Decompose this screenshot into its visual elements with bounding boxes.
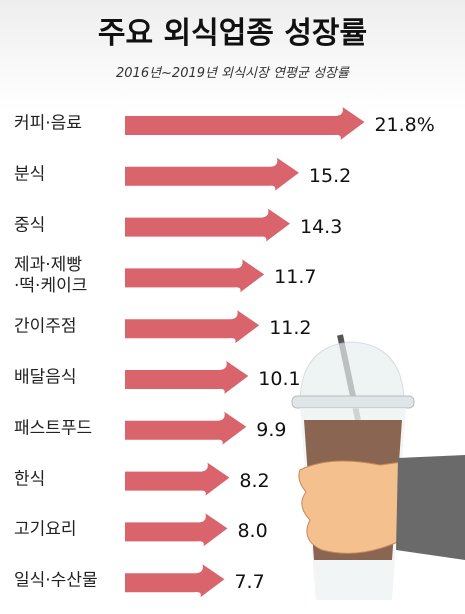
bar-arrow (125, 208, 290, 242)
bar-arrow (125, 361, 249, 394)
category-label: 한식 (14, 469, 46, 490)
category-label: 고기요리 (14, 519, 77, 540)
cup-rim (291, 395, 415, 409)
value-label: 7.7 (234, 571, 265, 594)
category-label: 배달음식 (14, 367, 77, 388)
category-label: 분식 (14, 164, 46, 185)
bar-arrow (125, 462, 230, 496)
bar-arrow (125, 259, 265, 293)
bar-arrow (125, 411, 247, 445)
cup-lid (299, 341, 405, 401)
hand (298, 460, 403, 554)
bar-arrow (125, 564, 225, 598)
bar-arrow (125, 107, 365, 140)
category-label: 간이주점 (14, 316, 77, 337)
category-label: 일식·수산물 (14, 570, 98, 591)
value-label: 11.2 (269, 317, 312, 340)
value-label: 21.8% (374, 114, 435, 136)
value-label: 9.9 (256, 418, 287, 441)
bar-arrow (125, 310, 260, 344)
bar-arrow (125, 157, 299, 191)
chart-title: 주요 외식업종 성장률 (97, 16, 368, 51)
category-label: 중식 (14, 215, 46, 236)
value-label: 8.2 (239, 469, 270, 492)
value-label: 10.1 (258, 368, 301, 390)
cup-illustration (291, 334, 465, 600)
value-label: 11.7 (274, 266, 317, 289)
sleeve (396, 455, 465, 560)
value-label: 15.2 (308, 164, 352, 187)
value-label: 14.3 (299, 215, 343, 238)
category-label: 커피·음료 (14, 113, 82, 134)
category-label: 패스트푸드 (14, 418, 93, 439)
value-label: 8.0 (237, 520, 268, 543)
chart-subtitle: 2016년~2019년 외식시장 연평균 성장률 (116, 66, 349, 81)
category-label: 제과·제빵 ·떡·케이크 (14, 255, 88, 297)
bar-arrow (125, 513, 228, 547)
